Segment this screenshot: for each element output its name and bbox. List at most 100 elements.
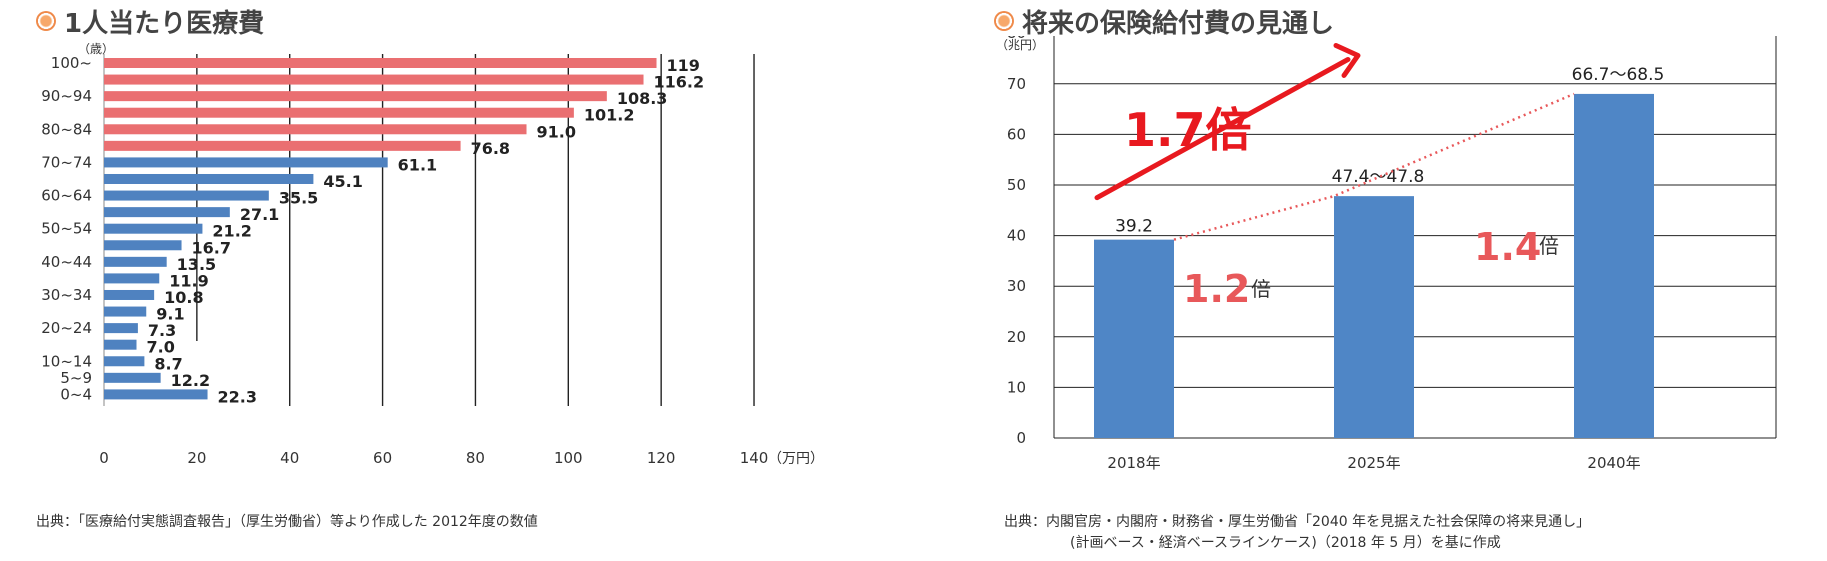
bar [104, 240, 182, 251]
x-axis-unit-label: （万円） [768, 451, 824, 467]
bar-value-label: 45.1 [323, 172, 362, 191]
y-tick-label: 50 [1007, 176, 1026, 194]
age-group-label: 60~64 [41, 187, 92, 205]
bar-value-label: 10.8 [164, 288, 203, 307]
bar [104, 306, 147, 317]
age-group-label: 0~4 [60, 385, 92, 403]
bar [104, 107, 574, 118]
left-panel-title: 1人当たり医療費 [36, 4, 264, 39]
y-tick-label: 80 [1007, 36, 1026, 42]
x-tick-label: 100 [554, 449, 583, 467]
growth-dotted-line [1173, 92, 1575, 241]
y-tick-label: 60 [1007, 125, 1026, 143]
x-tick-label: 120 [647, 449, 676, 467]
x-tick-label: 2025年 [1347, 454, 1400, 472]
bar [104, 207, 230, 218]
bar [104, 356, 145, 367]
bar [104, 124, 527, 135]
left-source-note: 出典：「医療給付実態調査報告」（厚生労働省）等より作成した 2012年度の数値 [36, 514, 538, 530]
y-axis-unit-label: （兆円） [996, 38, 1044, 52]
bar-value-label: 13.5 [177, 255, 216, 274]
x-tick-label: 80 [466, 449, 485, 467]
bar-value-label: 22.3 [218, 387, 257, 406]
x-tick-label: 2018年 [1107, 454, 1160, 472]
bar [104, 157, 388, 168]
ratio-unit-label: 倍 [1251, 277, 1271, 301]
bar-value-label: 12.2 [171, 371, 210, 390]
bar [104, 58, 657, 68]
age-group-label: 90~94 [41, 87, 92, 105]
bullet-icon [36, 11, 56, 31]
insurance-benefit-forecast-chart: 0 10 20 30 40 50 60 70 80（兆円） 2018年 2025年 2040年 39.2… [996, 36, 1777, 472]
bar [104, 173, 314, 184]
ratio-unit-label: 倍 [1539, 234, 1559, 258]
y-tick-label: 10 [1007, 378, 1026, 396]
bullet-icon [994, 11, 1014, 31]
bar-value-label: 8.7 [154, 354, 182, 373]
bar-value-label: 35.5 [279, 189, 318, 208]
bar [104, 372, 161, 383]
bar-value-label: 27.1 [240, 205, 279, 224]
bar [104, 323, 138, 334]
ratio-2018-2025-number: 1.2 [1183, 267, 1250, 311]
age-group-label: 80~84 [41, 120, 92, 138]
ratio-2025-2040-number: 1.4 [1474, 225, 1541, 269]
y-tick-label: 40 [1007, 227, 1026, 245]
bar-value-label: 7.3 [148, 321, 176, 340]
x-tick-label: 20 [187, 449, 206, 467]
y-tick-label: 30 [1007, 277, 1026, 295]
x-tick-label: 0 [99, 449, 109, 467]
age-group-label: 40~44 [41, 253, 92, 271]
bar [104, 339, 137, 350]
bar [104, 223, 203, 234]
age-group-label: 30~34 [41, 286, 92, 304]
y-tick-label: 70 [1007, 75, 1026, 93]
x-tick-label: 60 [373, 449, 392, 467]
age-group-label: 50~54 [41, 220, 92, 238]
bar-value-label: 76.8 [471, 139, 510, 158]
bar [104, 74, 644, 85]
y-axis-unit-label: （歳） [78, 42, 114, 56]
bar-value-label: 9.1 [156, 305, 184, 324]
arrow-head-icon [1333, 42, 1361, 78]
bar-value-label: 47.4～47.8 [1332, 167, 1425, 187]
left-panel: 1人当たり医療費 119 116.2 108.3 101.2 91.0 76.8 61.1 4… [36, 4, 824, 530]
bar [1334, 196, 1414, 438]
bar [104, 289, 155, 300]
y-tick-label: 0 [1016, 429, 1026, 447]
age-group-label: 10~14 [41, 352, 92, 370]
x-tick-label: 2040年 [1587, 454, 1640, 472]
bar-value-label: 101.2 [584, 106, 635, 125]
growth-arrow-line [1094, 56, 1351, 201]
bar [1094, 239, 1174, 438]
bar-value-label: 91.0 [537, 122, 576, 141]
bar [104, 140, 461, 151]
right-panel: 将来の保険給付費の見通し 0 10 20 30 40 50 60 70 80（兆円） 2018年 2… [980, 0, 1827, 561]
right-panel-title: 将来の保険給付費の見通し [994, 4, 1334, 39]
age-group-label: 100~ [51, 54, 92, 72]
y-tick-label: 20 [1007, 328, 1026, 346]
right-source-note-line1: 出典：内閣官房・内閣府・財務省・厚生労働省「2040 年を見据えた社会保障の将来… [1004, 514, 1591, 530]
bar-value-label: 116.2 [654, 73, 705, 92]
age-group-label: 20~24 [41, 319, 92, 337]
bar-value-label: 21.2 [212, 222, 251, 241]
bar-value-label: 108.3 [617, 89, 668, 108]
bar [104, 389, 208, 400]
bar [104, 91, 607, 102]
bar-value-label: 7.0 [147, 338, 175, 357]
x-tick-label: 40 [280, 449, 299, 467]
right-source-note-line2: (計画ベース・経済ベースラインケース)（2018 年 5 月）を基に作成 [1070, 535, 1501, 551]
bar-value-label: 39.2 [1115, 217, 1153, 237]
bar-value-label: 11.9 [169, 271, 208, 290]
bar-value-label: 66.7～68.5 [1572, 65, 1665, 85]
age-group-label: 5~9 [60, 369, 92, 387]
overall-ratio-label: 1.7倍 [1124, 103, 1252, 157]
x-tick-label: 140 [740, 449, 769, 467]
age-group-label: 70~74 [41, 153, 92, 171]
bar [104, 190, 269, 201]
bar [1574, 93, 1654, 439]
bar-value-label: 61.1 [398, 155, 437, 174]
bar [104, 273, 160, 284]
bar-value-label: 119 [667, 56, 700, 75]
